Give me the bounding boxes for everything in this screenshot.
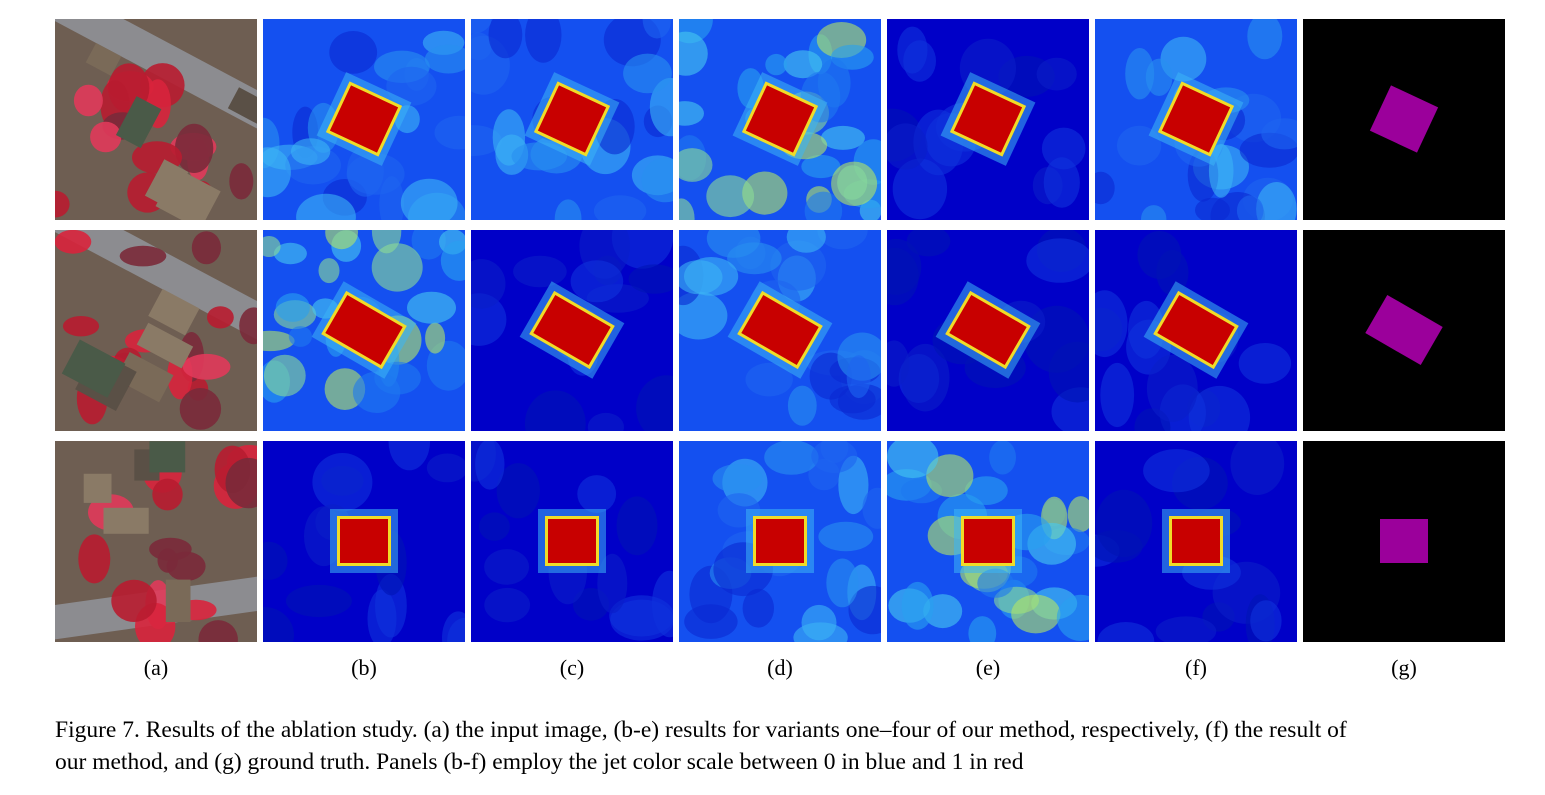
figure-caption: Figure 7. Results of the ablation study.…: [55, 714, 1515, 778]
jet-heatmap: [263, 19, 465, 220]
panel-row2-e: [887, 230, 1089, 431]
label-c: (c): [559, 655, 585, 680]
ground-truth-mask: [1303, 19, 1505, 220]
panel-row3-b: [263, 441, 465, 642]
jet-heatmap: [679, 19, 881, 220]
label-b: (b): [351, 655, 377, 680]
label-e: (e): [975, 655, 1001, 680]
jet-heatmap: [263, 230, 465, 431]
panel-row3-a: [55, 441, 257, 642]
label-f: (f): [1185, 655, 1207, 680]
panel-row2-g: [1303, 230, 1505, 431]
panel-row1-e: [887, 19, 1089, 220]
jet-heatmap: [471, 230, 673, 431]
jet-heatmap: [1095, 230, 1297, 431]
panel-row1-c: [471, 19, 673, 220]
jet-heatmap: [887, 230, 1089, 431]
jet-heatmap: [471, 441, 673, 642]
panel-row2-c: [471, 230, 673, 431]
panel-row3-f: [1095, 441, 1297, 642]
ground-truth-mask: [1303, 230, 1505, 431]
jet-heatmap: [471, 19, 673, 220]
jet-heatmap: [263, 441, 465, 642]
jet-heatmap: [1095, 19, 1297, 220]
ground-truth-mask: [1303, 441, 1505, 642]
panel-row3-e: [887, 441, 1089, 642]
caption-line-2: our method, and (g) ground truth. Panels…: [55, 749, 1024, 775]
panel-row3-g: [1303, 441, 1505, 642]
input-aerial-image: [55, 441, 257, 642]
panel-row3-d: [679, 441, 881, 642]
caption-line-1: Figure 7. Results of the ablation study.…: [55, 717, 1347, 743]
panel-row1-b: [263, 19, 465, 220]
label-d: (d): [767, 655, 793, 680]
label-a: (a): [143, 655, 169, 680]
jet-heatmap: [887, 441, 1089, 642]
panel-row1-d: [679, 19, 881, 220]
jet-heatmap: [679, 441, 881, 642]
input-aerial-image: [55, 230, 257, 431]
jet-heatmap: [887, 19, 1089, 220]
label-g: (g): [1391, 655, 1417, 680]
panel-row2-b: [263, 230, 465, 431]
panel-row2-a: [55, 230, 257, 431]
panel-row1-a: [55, 19, 257, 220]
panel-row1-f: [1095, 19, 1297, 220]
input-aerial-image: [55, 19, 257, 220]
panel-row1-g: [1303, 19, 1505, 220]
panel-row3-c: [471, 441, 673, 642]
panel-row2-f: [1095, 230, 1297, 431]
panel-row2-d: [679, 230, 881, 431]
jet-heatmap: [1095, 441, 1297, 642]
jet-heatmap: [679, 230, 881, 431]
